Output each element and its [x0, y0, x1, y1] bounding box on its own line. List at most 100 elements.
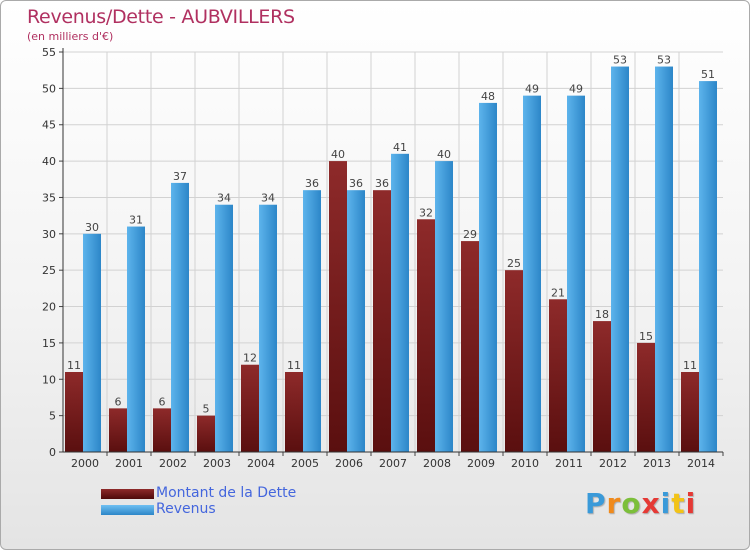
bar-revenue: [347, 190, 365, 452]
logo-letter: o: [621, 487, 642, 520]
data-label-revenue: 37: [173, 170, 187, 183]
x-tick-label: 2007: [379, 457, 407, 470]
data-label-revenue: 34: [217, 192, 231, 205]
bar-debt: [65, 372, 83, 452]
legend-swatch-debt: [101, 489, 154, 499]
y-tick-label: 35: [42, 191, 56, 204]
logo-letter: P: [585, 487, 607, 520]
y-tick-label: 55: [42, 46, 56, 59]
logo-letter: x: [641, 487, 661, 520]
bar-debt: [241, 364, 259, 452]
legend-swatch-revenue: [101, 505, 154, 515]
legend-label-debt: Montant de la Dette: [156, 485, 297, 501]
data-label-revenue: 48: [481, 90, 495, 103]
bar-revenue: [391, 153, 409, 452]
bar-revenue: [259, 204, 277, 452]
bar-debt: [505, 270, 523, 452]
x-tick-label: 2009: [467, 457, 495, 470]
y-tick-label: 15: [42, 337, 56, 350]
data-label-debt: 6: [159, 395, 166, 408]
x-tick-label: 2004: [247, 457, 275, 470]
bar-revenue: [127, 226, 145, 452]
logo-letter: t: [671, 487, 686, 520]
bar-debt: [109, 408, 127, 452]
data-label-debt: 5: [203, 403, 210, 416]
data-label-debt: 15: [639, 330, 653, 343]
data-label-debt: 11: [67, 359, 81, 372]
bar-debt: [329, 161, 347, 452]
bar-debt: [285, 372, 303, 452]
bar-revenue: [171, 182, 189, 452]
x-tick-label: 2003: [203, 457, 231, 470]
bar-revenue: [655, 66, 673, 452]
data-label-revenue: 34: [261, 192, 275, 205]
bar-revenue: [479, 102, 497, 452]
chart-subtitle: (en milliers d'€): [27, 30, 114, 43]
bar-revenue: [303, 190, 321, 452]
bar-debt: [373, 190, 391, 452]
y-tick-label: 45: [42, 119, 56, 132]
data-label-debt: 29: [463, 228, 477, 241]
bar-revenue: [699, 81, 717, 452]
chart-title: Revenus/Dette - AUBVILLERS: [27, 6, 295, 28]
bar-revenue: [567, 95, 585, 453]
x-tick-label: 2013: [643, 457, 671, 470]
bar-debt: [549, 299, 567, 452]
proxiti-logo: Proxiti: [585, 487, 696, 520]
data-label-debt: 25: [507, 257, 521, 270]
y-tick-label: 10: [42, 373, 56, 386]
x-tick-label: 2006: [335, 457, 363, 470]
data-label-revenue: 36: [349, 177, 363, 190]
data-label-debt: 40: [331, 148, 345, 161]
data-label-revenue: 41: [393, 141, 407, 154]
logo-letter: r: [606, 487, 622, 520]
data-label-revenue: 49: [569, 83, 583, 96]
x-tick-label: 2000: [71, 457, 99, 470]
data-label-revenue: 31: [129, 214, 143, 227]
bar-debt: [197, 415, 215, 452]
bar-revenue: [83, 233, 101, 452]
bar-debt: [417, 219, 435, 452]
bar-revenue: [215, 204, 233, 452]
data-label-debt: 12: [243, 352, 257, 365]
y-tick-label: 25: [42, 264, 56, 277]
data-label-revenue: 53: [657, 54, 671, 67]
y-tick-label: 40: [42, 155, 56, 168]
logo-letter: i: [660, 487, 672, 520]
data-label-revenue: 51: [701, 68, 715, 81]
bar-revenue: [523, 95, 541, 453]
x-tick-label: 2002: [159, 457, 187, 470]
x-tick-label: 2014: [687, 457, 715, 470]
data-label-revenue: 49: [525, 83, 539, 96]
data-label-revenue: 36: [305, 177, 319, 190]
y-tick-label: 0: [49, 446, 56, 459]
data-label-debt: 6: [115, 395, 122, 408]
bar-revenue: [435, 161, 453, 452]
x-tick-label: 2008: [423, 457, 451, 470]
bar-debt: [637, 342, 655, 452]
bar-debt: [461, 241, 479, 452]
bar-debt: [593, 321, 611, 452]
x-tick-label: 2010: [511, 457, 539, 470]
y-tick-label: 5: [49, 410, 56, 423]
y-tick-label: 20: [42, 301, 56, 314]
data-label-debt: 11: [287, 359, 301, 372]
bar-debt: [681, 372, 699, 452]
data-label-debt: 11: [683, 359, 697, 372]
bar-debt: [153, 408, 171, 452]
data-label-debt: 36: [375, 177, 389, 190]
x-tick-label: 2001: [115, 457, 143, 470]
data-label-debt: 21: [551, 286, 565, 299]
x-tick-label: 2005: [291, 457, 319, 470]
legend-label-revenue: Revenus: [156, 501, 216, 517]
bar-revenue: [611, 66, 629, 452]
logo-letter: i: [685, 487, 697, 520]
y-tick-label: 50: [42, 82, 56, 95]
data-label-debt: 32: [419, 206, 433, 219]
data-label-revenue: 30: [85, 221, 99, 234]
data-label-revenue: 40: [437, 148, 451, 161]
x-tick-label: 2012: [599, 457, 627, 470]
data-label-revenue: 53: [613, 54, 627, 67]
